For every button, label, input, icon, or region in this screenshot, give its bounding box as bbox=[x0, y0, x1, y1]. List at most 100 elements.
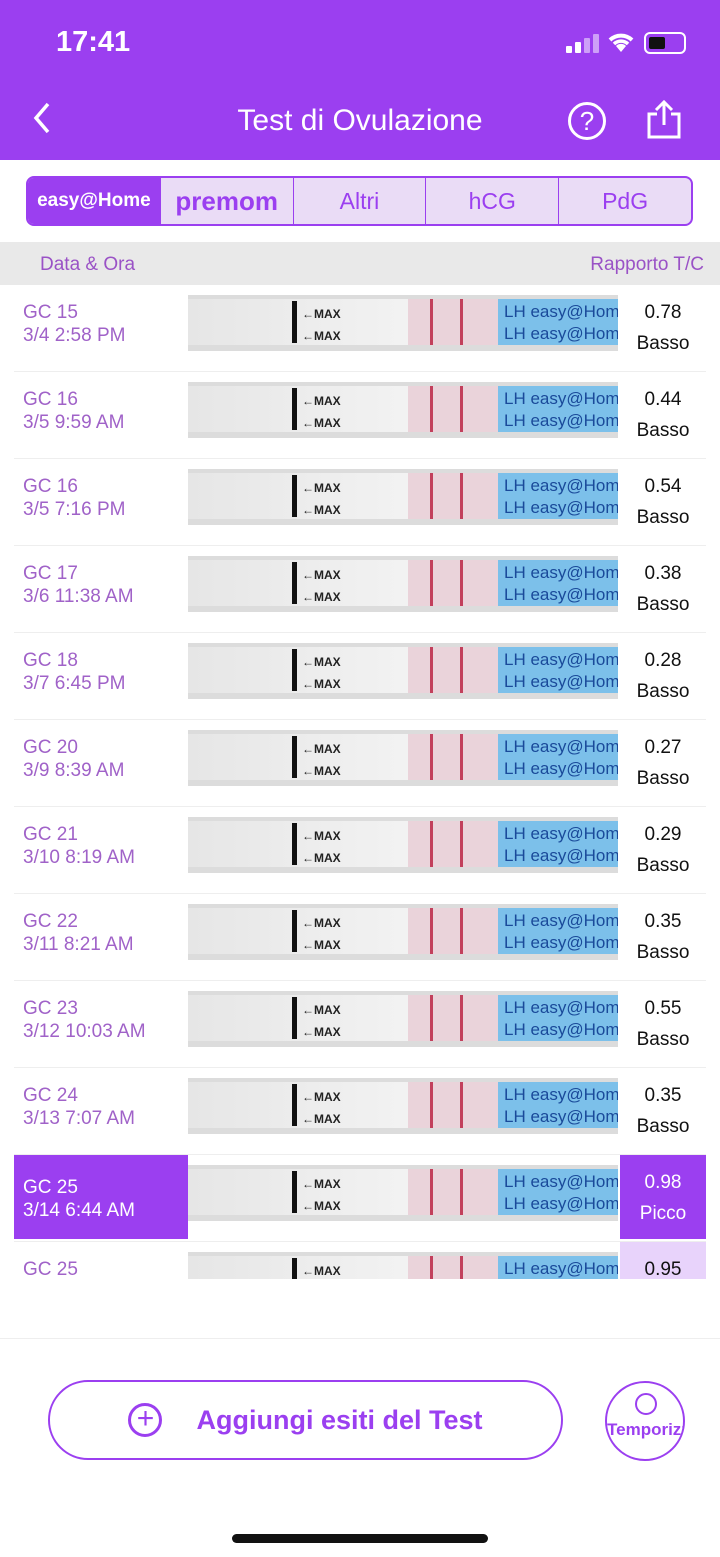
cellular-signal-icon bbox=[566, 34, 599, 53]
test-row[interactable]: GC 223/11 8:21 AM ←MAX ←MAX LH easy@Home… bbox=[14, 894, 706, 981]
test-strip-photo[interactable]: ←MAX ←MAX LH easy@Home LHLH easy@Home LH bbox=[188, 730, 618, 786]
strip-max-label: ←MAX bbox=[302, 655, 341, 669]
test-strip-photo[interactable]: ←MAX ←MAX LH easy@Home LHLH easy@Home LH bbox=[188, 817, 618, 873]
tc-ratio-cell: 0.98 Picco bbox=[620, 1155, 706, 1239]
test-datetime: 3/6 11:38 AM bbox=[23, 586, 134, 607]
add-test-results-label: Aggiungi esiti del Test bbox=[196, 1404, 483, 1435]
test-results-list[interactable]: GC 153/4 2:58 PM ←MAX ←MAX LH easy@Home … bbox=[0, 285, 720, 1279]
test-date-cell: GC 25 3/14 6:44 AM bbox=[14, 1155, 188, 1239]
cycle-day: GC 18 bbox=[23, 650, 78, 671]
stopwatch-icon bbox=[635, 1393, 657, 1415]
ratio-value: 0.38 bbox=[644, 563, 682, 584]
test-strip-photo[interactable]: ←MAX ←MAX LH easy@Home LHLH easy@Home LH bbox=[188, 1252, 618, 1279]
test-date-cell: GC 20 3/9 8:39 AM bbox=[14, 720, 188, 807]
test-row[interactable]: GC 153/4 2:58 PM ←MAX ←MAX LH easy@Home … bbox=[14, 285, 706, 372]
strip-lh-label: LH easy@Home LHLH easy@Home LH bbox=[498, 908, 618, 954]
test-date-cell: GC 23 3/12 10:03 AM bbox=[14, 981, 188, 1068]
timer-button[interactable]: Temporizzatore bbox=[605, 1381, 685, 1461]
ratio-level: Basso bbox=[636, 1029, 690, 1050]
cycle-day: GC 25 bbox=[23, 1177, 78, 1198]
test-row[interactable]: GC 163/5 7:16 PM ←MAX ←MAX LH easy@Home … bbox=[14, 459, 706, 546]
tc-ratio-cell: 0.55 Basso bbox=[620, 981, 706, 1068]
wifi-icon bbox=[608, 33, 634, 52]
strip-max-label: ←MAX bbox=[302, 481, 341, 495]
ratio-value: 0.29 bbox=[644, 824, 682, 845]
date-column-header: Data & Ora bbox=[40, 254, 136, 275]
help-button[interactable]: ? bbox=[568, 102, 606, 140]
tc-ratio-cell: 0.28 Basso bbox=[620, 633, 706, 720]
chevron-left-icon bbox=[33, 102, 50, 134]
test-strip-photo[interactable]: ←MAX ←MAX LH easy@Home LHLH easy@Home LH bbox=[188, 991, 618, 1047]
ratio-level: Basso bbox=[636, 942, 690, 963]
test-datetime: 3/14 6:44 AM bbox=[23, 1200, 135, 1221]
test-strip-photo[interactable]: ←MAX ←MAX LH easy@Home LHLH easy@Home LH bbox=[188, 1078, 618, 1134]
test-datetime: 3/5 9:59 AM bbox=[23, 412, 125, 433]
test-row[interactable]: GC 163/5 9:59 AM ←MAX ←MAX LH easy@Home … bbox=[14, 372, 706, 459]
test-row[interactable]: GC 173/6 11:38 AM ←MAX ←MAX LH easy@Home… bbox=[14, 546, 706, 633]
ratio-level: Basso bbox=[636, 768, 690, 789]
test-date-cell: GC 18 3/7 6:45 PM bbox=[14, 633, 188, 720]
status-time: 17:41 bbox=[56, 26, 131, 58]
strip-max-label: ←MAX bbox=[302, 590, 341, 604]
strip-lh-label: LH easy@Home LHLH easy@Home LH bbox=[498, 560, 618, 606]
tab-hcg[interactable]: hCG bbox=[425, 178, 558, 224]
test-row[interactable]: GC 203/9 8:39 AM ←MAX ←MAX LH easy@Home … bbox=[14, 720, 706, 807]
tab-altri[interactable]: Altri bbox=[292, 178, 426, 224]
cycle-day: GC 23 bbox=[23, 998, 78, 1019]
strip-max-label: ←MAX bbox=[302, 1025, 341, 1039]
strip-max-label: ←MAX bbox=[302, 394, 341, 408]
ratio-value: 0.98 bbox=[644, 1172, 682, 1193]
home-indicator[interactable] bbox=[232, 1534, 488, 1543]
test-datetime: 3/13 7:07 AM bbox=[23, 1108, 135, 1129]
test-strip-photo[interactable]: ←MAX ←MAX LH easy@Home LHLH easy@Home LH bbox=[188, 469, 618, 525]
tc-ratio-cell: 0.95 bbox=[620, 1242, 706, 1279]
add-test-results-button[interactable]: + Aggiungi esiti del Test bbox=[48, 1380, 563, 1460]
cycle-day: GC 22 bbox=[23, 911, 78, 932]
tab-pdg[interactable]: PdG bbox=[558, 178, 691, 224]
cycle-day: GC 16 bbox=[23, 476, 78, 497]
strip-max-label: ←MAX bbox=[302, 1177, 341, 1191]
test-date-cell: GC 25 bbox=[14, 1242, 188, 1279]
test-row[interactable]: GC 253/14 6:44 AM ←MAX ←MAX LH easy@Home… bbox=[14, 1155, 706, 1242]
divider bbox=[0, 1338, 720, 1339]
ratio-value: 0.55 bbox=[644, 998, 682, 1019]
test-strip-photo[interactable]: ←MAX ←MAX LH easy@Home LHLH easy@Home LH bbox=[188, 643, 618, 699]
test-row[interactable]: GC 183/7 6:45 PM ←MAX ←MAX LH easy@Home … bbox=[14, 633, 706, 720]
test-row[interactable]: GC 243/13 7:07 AM ←MAX ←MAX LH easy@Home… bbox=[14, 1068, 706, 1155]
test-datetime: 3/7 6:45 PM bbox=[23, 673, 126, 694]
strip-lh-label: LH easy@Home LHLH easy@Home LH bbox=[498, 386, 618, 432]
back-button[interactable] bbox=[30, 100, 54, 146]
plus-circle-icon: + bbox=[128, 1403, 163, 1437]
test-strip-photo[interactable]: ←MAX ←MAX LH easy@Home LHLH easy@Home LH bbox=[188, 1165, 618, 1221]
test-strip-photo[interactable]: ←MAX ←MAX LH easy@Home LHLH easy@Home LH bbox=[188, 382, 618, 438]
test-strip-photo[interactable]: ←MAX ←MAX LH easy@Home LHLH easy@Home LH bbox=[188, 904, 618, 960]
test-row[interactable]: GC 213/10 8:19 AM ←MAX ←MAX LH easy@Home… bbox=[14, 807, 706, 894]
cycle-day: GC 15 bbox=[23, 302, 78, 323]
share-button[interactable] bbox=[644, 100, 684, 140]
test-date-cell: GC 17 3/6 11:38 AM bbox=[14, 546, 188, 633]
test-datetime: 3/4 2:58 PM bbox=[23, 325, 126, 346]
strip-max-label: ←MAX bbox=[302, 568, 341, 582]
ratio-value: 0.95 bbox=[644, 1259, 682, 1279]
brand-tabs: easy@Home premom Altri hCG PdG bbox=[26, 176, 693, 226]
test-row[interactable]: GC 25 ←MAX ←MAX LH easy@Home LHLH easy@H… bbox=[14, 1242, 706, 1279]
test-row[interactable]: GC 23 3/12 10:03 AM ←MAX ←MAX LH easy@Hom… bbox=[14, 981, 706, 1068]
cycle-day: GC 20 bbox=[23, 737, 78, 758]
strip-max-label: ←MAX bbox=[302, 1199, 341, 1213]
test-strip-photo[interactable]: ←MAX ←MAX LH easy@Home LHLH easy@Home LH bbox=[188, 556, 618, 612]
ratio-value: 0.35 bbox=[644, 1085, 682, 1106]
test-strip-photo[interactable]: ←MAX ←MAX LH easy@Home LHLH easy@Home LH bbox=[188, 295, 618, 351]
ratio-value: 0.28 bbox=[644, 650, 682, 671]
strip-max-label: ←MAX bbox=[302, 1264, 341, 1278]
tab-easy-home[interactable]: easy@Home bbox=[28, 178, 160, 224]
strip-max-label: ←MAX bbox=[302, 503, 341, 517]
test-datetime: 3/12 10:03 AM bbox=[23, 1021, 146, 1042]
strip-max-label: ←MAX bbox=[302, 1003, 341, 1017]
strip-lh-label: LH easy@Home LHLH easy@Home LH bbox=[498, 299, 618, 345]
strip-max-label: ←MAX bbox=[302, 1112, 341, 1126]
tc-ratio-cell: 0.27 Basso bbox=[620, 720, 706, 807]
tc-ratio-cell: 0.38 Basso bbox=[620, 546, 706, 633]
tab-premom[interactable]: premom bbox=[159, 178, 293, 224]
strip-lh-label: LH easy@Home LHLH easy@Home LH bbox=[498, 734, 618, 780]
tc-ratio-cell: 0.35 Basso bbox=[620, 894, 706, 981]
